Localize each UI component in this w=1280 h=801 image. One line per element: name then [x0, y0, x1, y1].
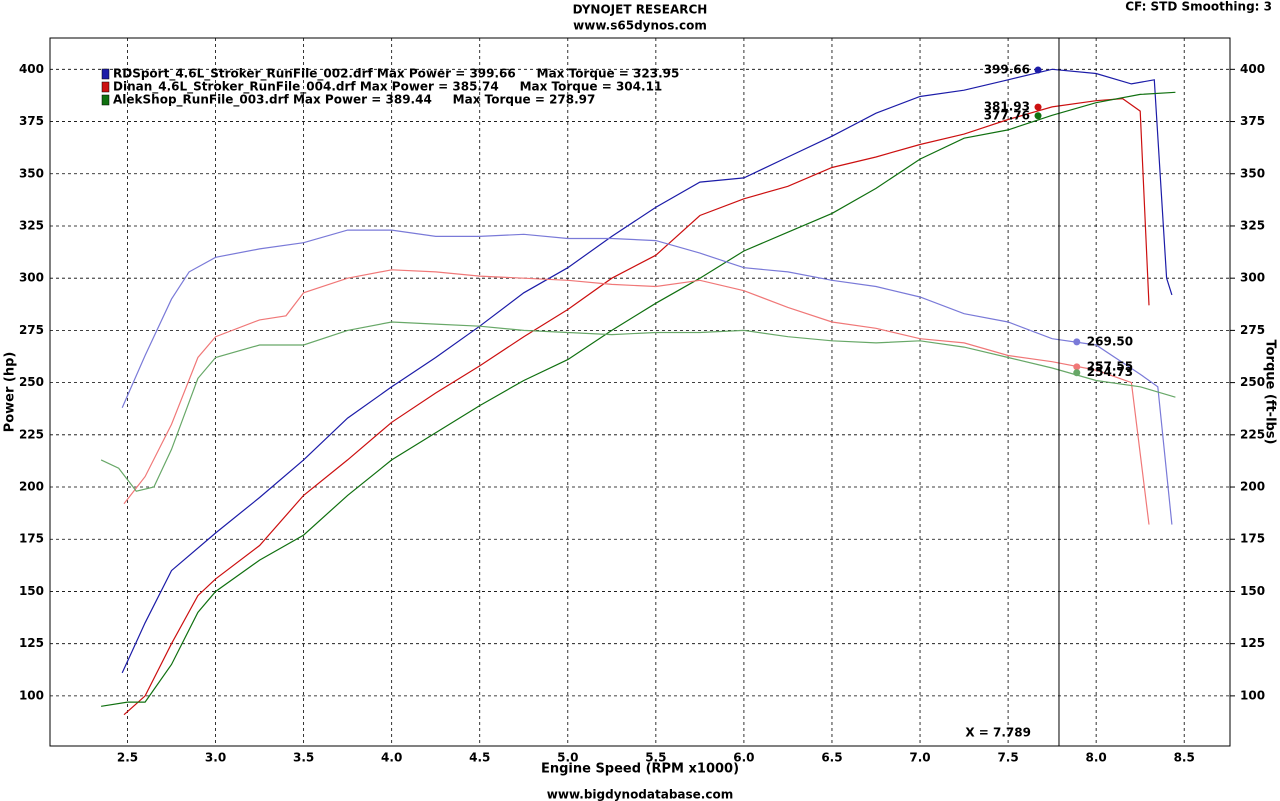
x-tick-label: 4.0 [381, 751, 402, 765]
series-line [121, 229, 1173, 525]
y-tick-label: 300 [19, 271, 44, 285]
y2-tick-label: 375 [1240, 114, 1265, 128]
y2-tick-label: 325 [1240, 218, 1265, 232]
cursor-value: 269.50 [1087, 334, 1133, 348]
series-line [100, 321, 1176, 492]
cursor-value: 381.93 [984, 100, 1030, 114]
y2-tick-label: 400 [1240, 62, 1265, 76]
x-tick-label: 8.5 [1174, 751, 1195, 765]
legend-entry: RDSport_4.6L_Stroker_RunFile_002.drf Max… [113, 67, 679, 82]
legend-swatch [101, 68, 110, 80]
series-line [123, 97, 1150, 716]
y2-tick-label: 350 [1240, 166, 1265, 180]
legend-entry: AlekShop_RunFile_003.drf Max Power = 389… [113, 93, 595, 108]
cursor-value: 377.76 [984, 108, 1030, 122]
y-tick-label: 400 [19, 62, 44, 76]
x-tick-label: 3.0 [205, 751, 226, 765]
y2-tick-label: 250 [1240, 375, 1265, 389]
x-tick-label: 6.5 [821, 751, 842, 765]
x-tick-label: 5.0 [557, 751, 578, 765]
y-tick-label: 200 [19, 480, 44, 494]
y-tick-label: 250 [19, 375, 44, 389]
y2-tick-label: 275 [1240, 323, 1265, 337]
plot-frame [49, 37, 1231, 747]
cursor-point [1073, 363, 1081, 371]
y2-axis-label: Torque (ft-lbs) [1263, 339, 1278, 444]
legend-swatch [101, 94, 110, 106]
y-tick-label: 350 [19, 166, 44, 180]
cursor-value: 254.73 [1087, 365, 1133, 379]
y-tick-label: 375 [19, 114, 44, 128]
x-tick-label: 2.5 [117, 751, 138, 765]
y2-tick-label: 150 [1240, 584, 1265, 598]
cursor-point [1034, 112, 1042, 120]
footer: www.bigdynodatabase.com [547, 788, 733, 801]
y-tick-label: 325 [19, 218, 44, 232]
x-axis-label: Engine Speed (RPM x1000) [541, 762, 739, 777]
settings-text: CF: STD Smoothing: 3 [1125, 0, 1272, 14]
y-tick-label: 100 [19, 688, 44, 702]
series-line [123, 269, 1150, 525]
cursor-point [1034, 66, 1042, 74]
y2-tick-label: 125 [1240, 636, 1265, 650]
y-axis-label: Power (hp) [3, 352, 18, 433]
x-tick-label: 7.5 [997, 751, 1018, 765]
chart-title: DYNOJET RESEARCH [573, 3, 708, 17]
cursor-point [1034, 103, 1042, 111]
x-tick-label: 4.5 [469, 751, 490, 765]
y-tick-label: 150 [19, 584, 44, 598]
legend-entry: Dinan_4.6L_Stroker_RunFile_004.drf Max P… [113, 80, 662, 95]
x-tick-label: 8.0 [1086, 751, 1107, 765]
cursor-point [1073, 369, 1081, 377]
x-tick-label: 5.5 [645, 751, 666, 765]
y2-tick-label: 100 [1240, 688, 1265, 702]
cursor-value: 399.66 [984, 63, 1030, 77]
y2-tick-label: 225 [1240, 427, 1265, 441]
x-tick-label: 6.0 [733, 751, 754, 765]
legend-swatch [101, 81, 110, 93]
y-tick-label: 225 [19, 427, 44, 441]
y-tick-label: 175 [19, 532, 44, 546]
cursor-point [1073, 338, 1081, 346]
y2-tick-label: 200 [1240, 480, 1265, 494]
y-tick-label: 125 [19, 636, 44, 650]
chart-subtitle: www.s65dynos.com [573, 19, 707, 33]
x-tick-label: 7.0 [909, 751, 930, 765]
y-tick-label: 275 [19, 323, 44, 337]
y2-tick-label: 300 [1240, 271, 1265, 285]
series-line [121, 68, 1173, 674]
cursor-value: 257.55 [1087, 359, 1133, 373]
cursor-label: X = 7.789 [965, 726, 1031, 740]
series-line [101, 91, 1176, 707]
x-tick-label: 3.5 [293, 751, 314, 765]
y2-tick-label: 175 [1240, 532, 1265, 546]
